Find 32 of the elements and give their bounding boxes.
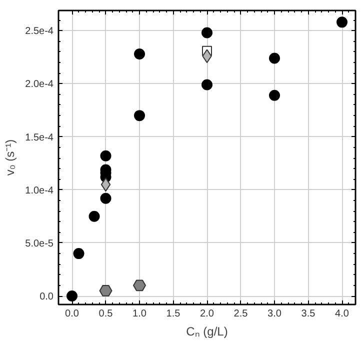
- point: [202, 79, 212, 90]
- point: [66, 290, 78, 302]
- point: [73, 248, 84, 260]
- point: [100, 178, 111, 192]
- point: [269, 90, 280, 101]
- y-tick-label: 0.0: [40, 292, 54, 303]
- point: [99, 285, 112, 296]
- x-tick-label: 0.0: [65, 308, 80, 320]
- point: [100, 150, 112, 162]
- x-tick-label: 2.0: [200, 308, 214, 320]
- y-tick-label: 2.0e-4: [25, 79, 54, 90]
- y-tick-label: 5.0e-5: [25, 238, 54, 250]
- point: [134, 48, 145, 60]
- x-tick-label: 3.5: [301, 308, 316, 320]
- x-tick-label: 3.0: [268, 308, 282, 320]
- point: [100, 192, 112, 204]
- point: [133, 280, 146, 292]
- point: [269, 52, 280, 64]
- x-tick-label: 0.5: [98, 308, 114, 320]
- y-tick-label: 1.0e-4: [25, 185, 54, 196]
- x-tick-label: 4.0: [335, 308, 350, 320]
- point: [336, 16, 348, 28]
- point: [88, 210, 100, 222]
- y-axis-title: v₀ (s⁻¹): [3, 139, 18, 176]
- x-tick-label: 1.5: [166, 308, 181, 320]
- y-tick-label: 1.5e-4: [25, 132, 54, 144]
- x-tick-label: 2.5: [234, 308, 248, 320]
- point: [202, 27, 212, 38]
- x-tick-label: 1.0: [132, 308, 147, 320]
- point: [134, 110, 145, 122]
- y-tick-label: 2.5e-4: [25, 26, 54, 38]
- x-axis-title: Cₙ (g/L): [186, 324, 228, 338]
